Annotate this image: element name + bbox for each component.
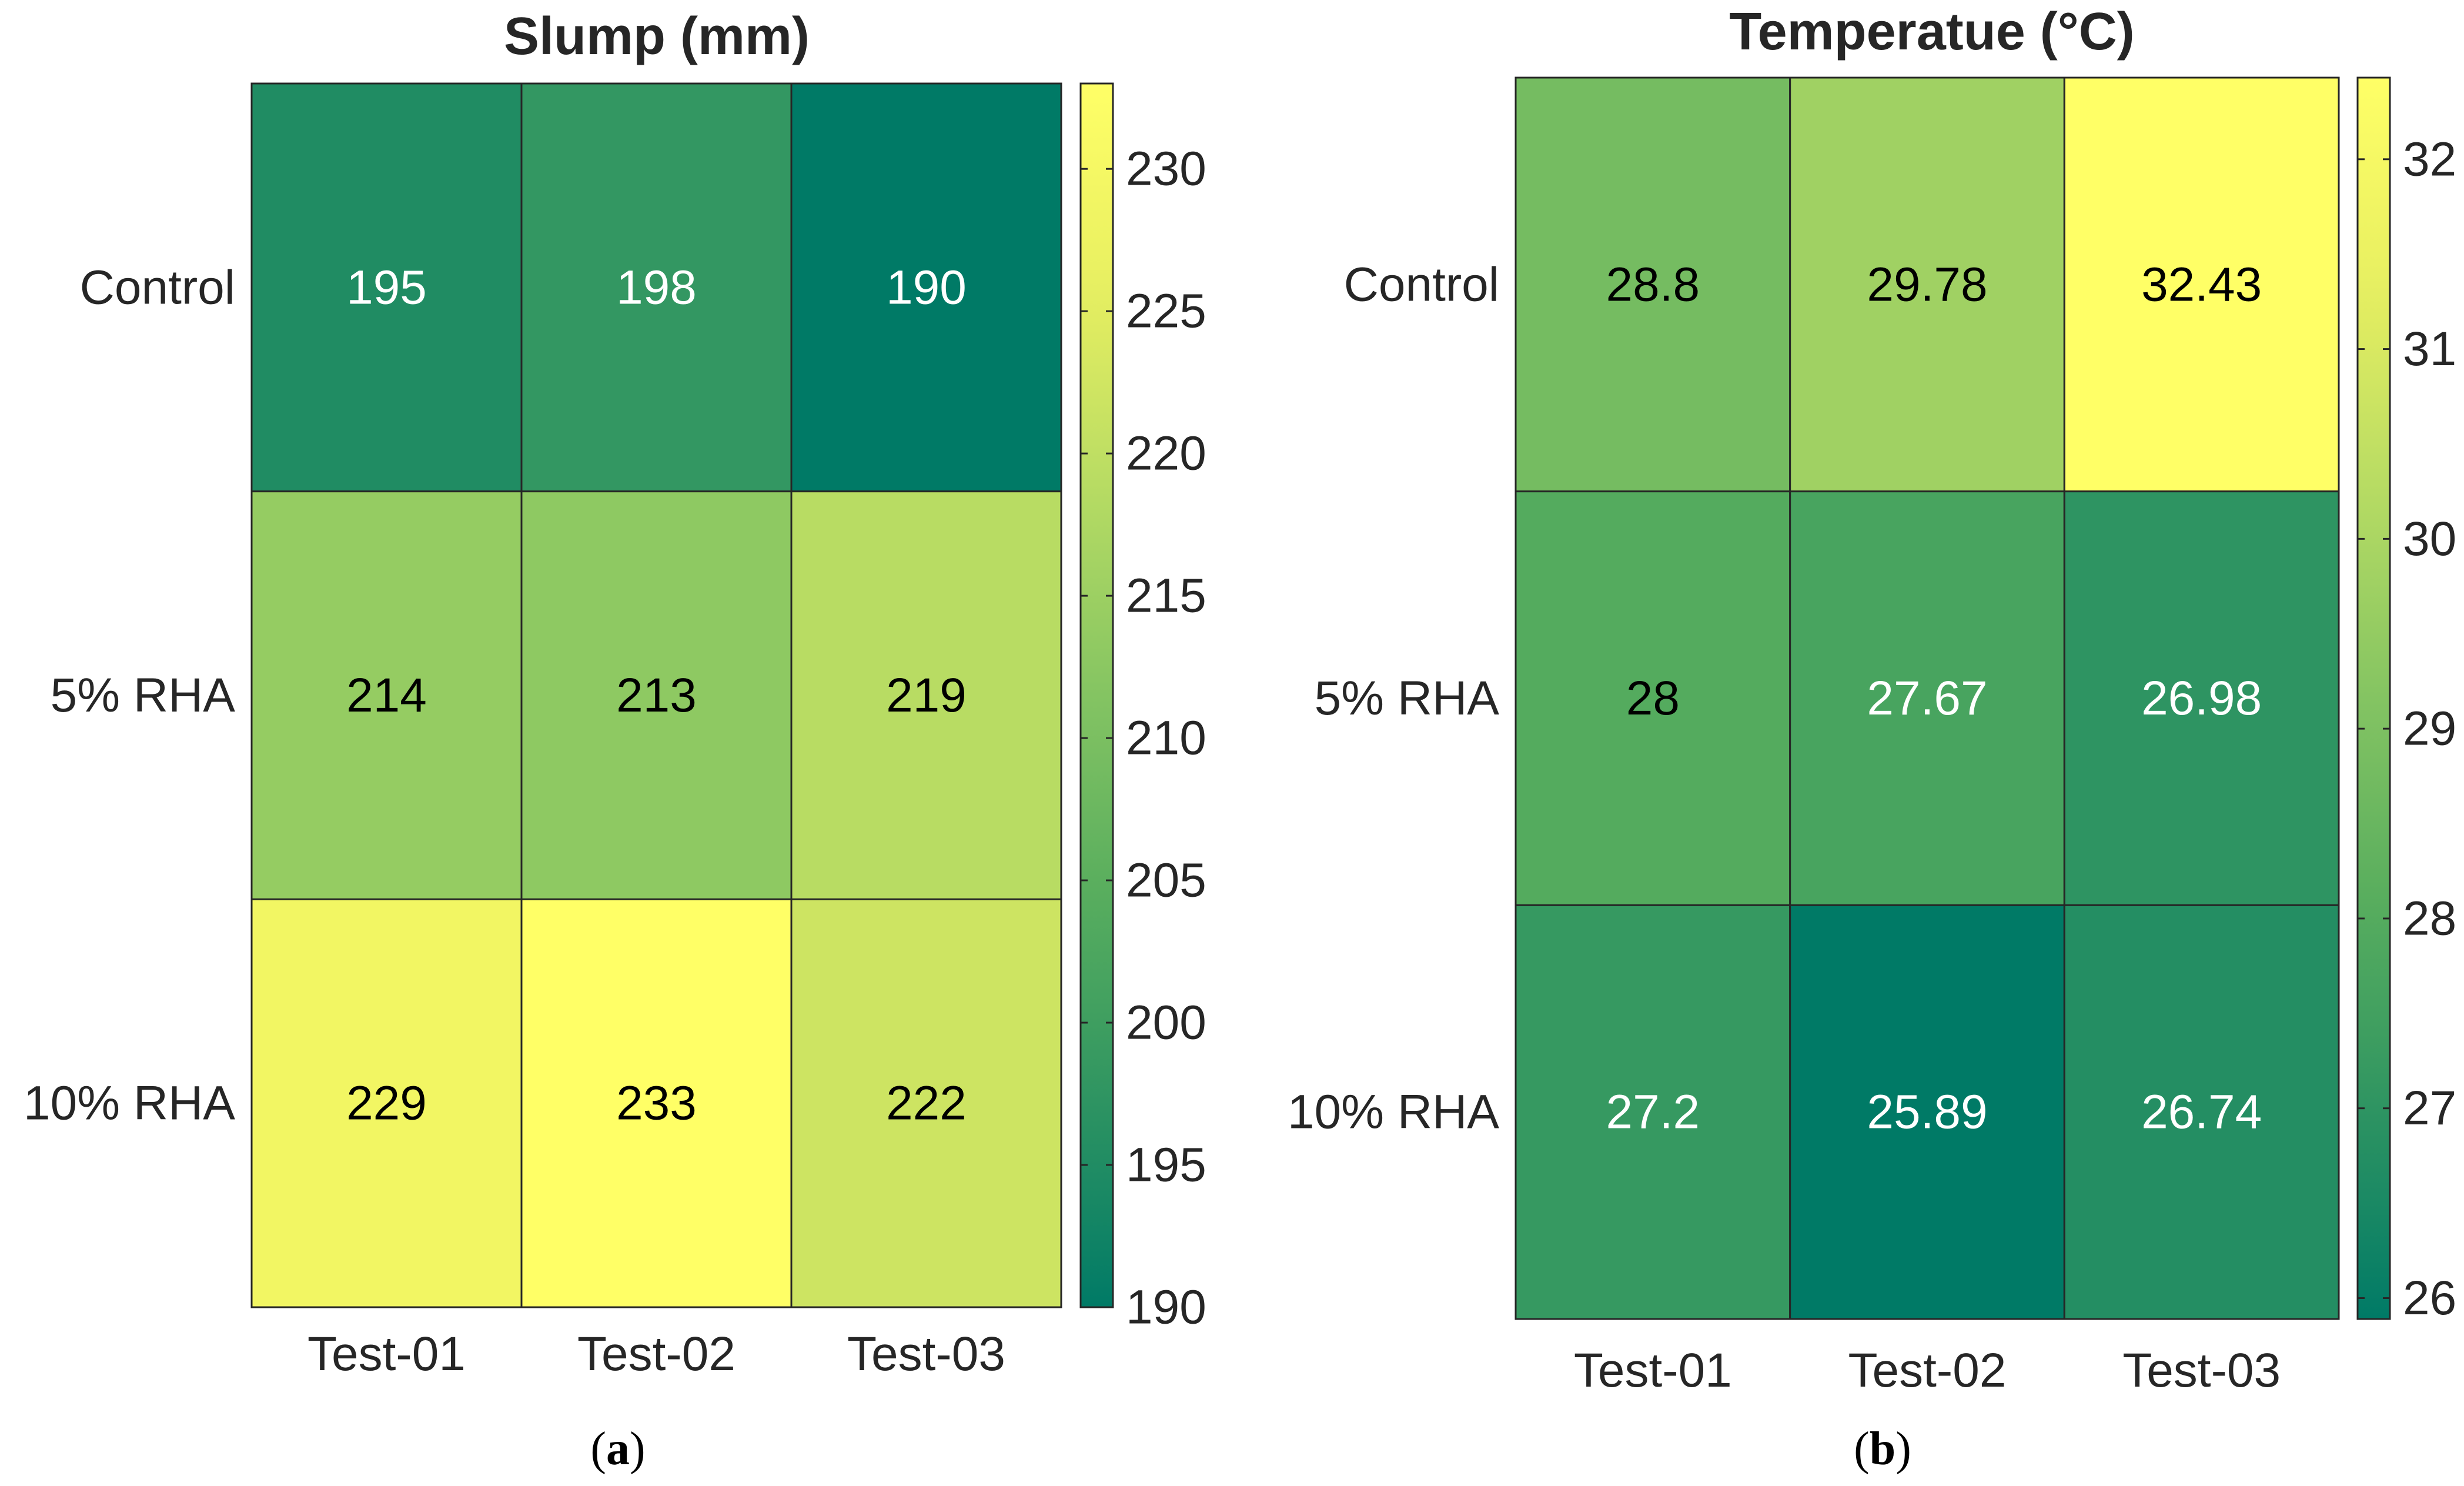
- chart-title: Slump (mm): [504, 7, 810, 66]
- cell-value-label: 190: [886, 261, 967, 314]
- heatmap-cell: [520, 82, 793, 493]
- cell-value-label: 28: [1626, 672, 1680, 725]
- colorbar-tick-label: 195: [1126, 1138, 1206, 1192]
- colorbar-tick-label: 27: [2403, 1081, 2456, 1135]
- cell-value-label: 214: [346, 669, 427, 722]
- colorbar-tick-label: 32: [2403, 132, 2456, 186]
- heatmap-cell: [1789, 76, 2065, 493]
- colorbar-tick-label: 200: [1126, 996, 1206, 1050]
- cell-value-label: 195: [346, 261, 427, 314]
- colorbar-tick-label: 31: [2403, 322, 2456, 376]
- colorbar-tick-label: 210: [1126, 712, 1206, 765]
- column-label: Test-02: [1848, 1344, 2007, 1397]
- heatmap-cell: [520, 898, 793, 1308]
- colorbar: [2356, 76, 2391, 1320]
- cell-value-label: 198: [616, 261, 697, 314]
- heatmap-frame: [1514, 76, 2340, 1320]
- heatmap-cell: [1514, 904, 1791, 1320]
- row-label: 5% RHA: [51, 669, 236, 722]
- colorbar-ticks: 26 27 28 29 30 31 32: [2358, 132, 2456, 1325]
- colorbar-tick-label: 29: [2403, 702, 2456, 756]
- heatmap-cell: [250, 898, 523, 1308]
- column-label: Test-03: [847, 1327, 1005, 1381]
- heatmap-cell: [1514, 76, 1791, 493]
- cell-value-label: 233: [616, 1077, 697, 1130]
- temperature-heatmap-panel: Temperatue (°C) 28.8 29.78 32.43 28 27.67 26.…: [1288, 2, 2456, 1475]
- cell-value-label: 219: [886, 669, 967, 722]
- row-label: Control: [1344, 258, 1499, 311]
- slump-heatmap-panel: Slump (mm) 195 198 190 214 213 219 229 233 222 C…: [24, 7, 1206, 1475]
- panel-label: (b): [1854, 1423, 1911, 1475]
- colorbar-tick-label: 225: [1126, 285, 1206, 338]
- colorbar-tick-label: 190: [1126, 1281, 1206, 1334]
- heatmap-cell: [250, 490, 523, 900]
- column-label: Test-02: [577, 1327, 735, 1381]
- chart-title: Temperatue (°C): [1729, 2, 2134, 61]
- column-labels: Test-01 Test-02 Test-03: [1574, 1344, 2281, 1397]
- cell-value-label: 229: [346, 1077, 427, 1130]
- row-label: 10% RHA: [24, 1077, 235, 1130]
- heatmap-cells: 195 198 190 214 213 219 229 233 222: [250, 82, 1062, 1308]
- colorbar: [1079, 82, 1114, 1308]
- colorbar-tick-label: 220: [1126, 427, 1206, 480]
- row-labels: Control 5% RHA 10% RHA: [1288, 258, 1499, 1138]
- colorbar-tick-label: 26: [2403, 1271, 2456, 1325]
- cell-value-label: 26.74: [2141, 1086, 2262, 1139]
- heatmap-cell: [2063, 76, 2340, 493]
- heatmap-cells: 28.8 29.78 32.43 28 27.67 26.98 27.2 25.89 26.74: [1514, 76, 2340, 1320]
- colorbar-tick-label: 205: [1126, 854, 1206, 907]
- cell-value-label: 27.67: [1867, 672, 1987, 725]
- cell-value-label: 28.8: [1606, 258, 1700, 311]
- row-label: 5% RHA: [1315, 672, 1500, 725]
- column-label: Test-03: [2122, 1344, 2281, 1397]
- panel-label: (a): [590, 1423, 645, 1475]
- heatmap-cell: [1789, 490, 2065, 906]
- row-labels: Control 5% RHA 10% RHA: [24, 261, 235, 1130]
- colorbar-ticks: 190 195 200 205 210 215 220 225 230: [1081, 142, 1206, 1334]
- cell-value-label: 213: [616, 669, 697, 722]
- column-label: Test-01: [1574, 1344, 1732, 1397]
- heatmap-frame: [250, 82, 1062, 1308]
- colorbar-tick-label: 28: [2403, 891, 2456, 945]
- colorbar-tick-label: 30: [2403, 512, 2456, 566]
- cell-value-label: 25.89: [1867, 1086, 1987, 1139]
- column-labels: Test-01 Test-02 Test-03: [307, 1327, 1005, 1381]
- cell-value-label: 222: [886, 1077, 967, 1130]
- cell-value-label: 26.98: [2141, 672, 2262, 725]
- heatmap-cell: [2063, 490, 2340, 906]
- heatmap-cell: [1514, 490, 1791, 906]
- cell-value-label: 32.43: [2141, 258, 2262, 311]
- row-label: 10% RHA: [1288, 1086, 1499, 1139]
- heatmap-cell: [790, 490, 1062, 900]
- column-label: Test-01: [307, 1327, 466, 1381]
- colorbar-tick-label: 215: [1126, 569, 1206, 623]
- cell-value-label: 29.78: [1867, 258, 1987, 311]
- colorbar-tick-label: 230: [1126, 142, 1206, 196]
- heatmap-cell: [250, 82, 523, 493]
- cell-value-label: 27.2: [1606, 1086, 1700, 1139]
- heatmap-cell: [520, 490, 793, 900]
- row-label: Control: [80, 261, 235, 314]
